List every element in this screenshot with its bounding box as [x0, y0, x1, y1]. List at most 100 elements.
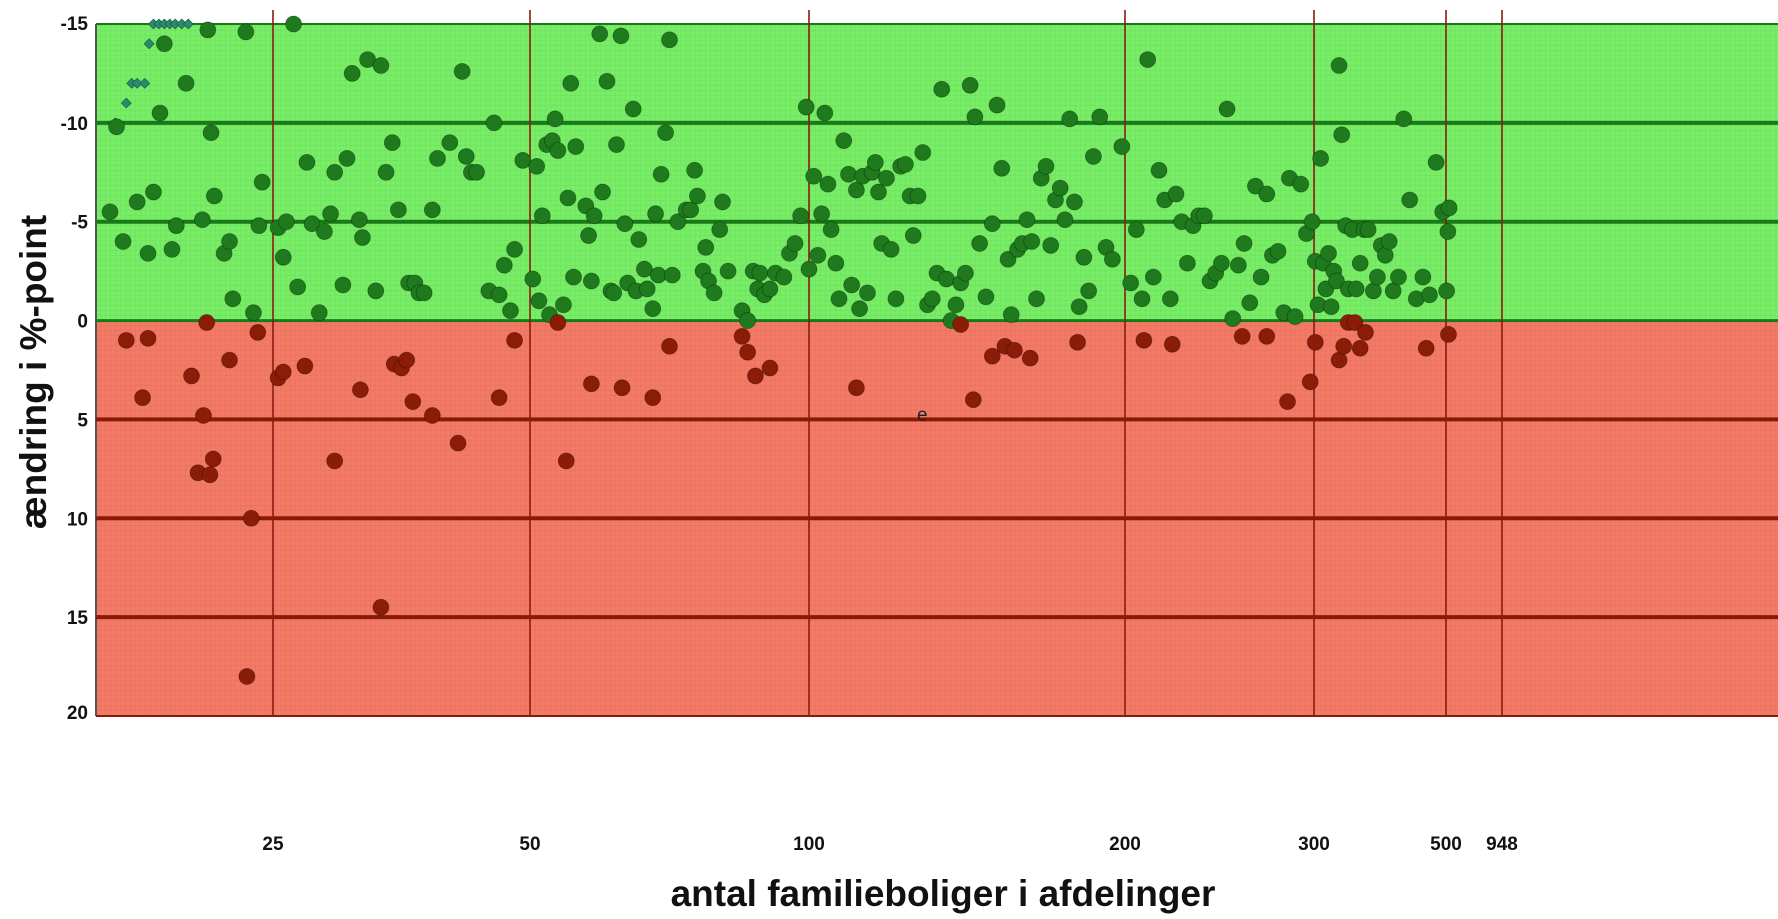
data-point	[1390, 268, 1407, 286]
data-point-decline	[1006, 341, 1023, 359]
data-point	[322, 205, 339, 223]
data-point	[686, 161, 704, 179]
data-point	[1133, 290, 1151, 308]
data-point-decline	[238, 668, 256, 685]
data-point	[350, 211, 368, 229]
data-point-decline	[326, 452, 344, 470]
data-point	[1080, 282, 1098, 300]
data-point	[1258, 185, 1276, 203]
data-point-decline	[423, 407, 441, 424]
data-point-decline	[613, 379, 631, 397]
data-point	[966, 108, 984, 126]
data-point	[988, 96, 1006, 114]
data-point	[334, 276, 352, 294]
data-point	[761, 280, 779, 298]
data-point	[562, 74, 580, 92]
data-point	[1061, 110, 1079, 128]
data-point	[1439, 223, 1457, 241]
data-point	[1438, 282, 1456, 300]
data-point-decline	[747, 367, 764, 385]
data-point	[1395, 110, 1413, 128]
data-point	[1359, 221, 1377, 239]
data-point	[1421, 286, 1438, 304]
data-point	[1028, 290, 1045, 308]
data-point	[343, 65, 361, 82]
data-point-decline	[1279, 393, 1296, 411]
data-point	[999, 250, 1017, 268]
y-axis-title: ændring i %-point	[13, 215, 54, 529]
data-point	[1103, 250, 1121, 268]
data-point	[630, 231, 648, 248]
data-point	[652, 165, 670, 183]
data-point	[151, 104, 169, 122]
data-point	[1427, 153, 1445, 171]
data-point-decline	[195, 407, 212, 424]
data-point	[221, 233, 238, 250]
data-point	[851, 300, 868, 318]
y-tick-label: 20	[67, 703, 88, 724]
data-point	[1351, 254, 1369, 272]
data-point	[415, 284, 433, 302]
data-point	[719, 262, 737, 280]
data-point	[705, 284, 723, 302]
data-point	[423, 201, 441, 219]
data-point	[961, 76, 979, 94]
data-point	[647, 205, 664, 223]
data-point	[882, 240, 900, 258]
data-point	[1269, 242, 1287, 260]
data-point-decline	[117, 331, 135, 349]
y-tick-label: -5	[71, 213, 88, 234]
data-point-decline	[242, 509, 260, 527]
data-point	[1252, 268, 1270, 286]
data-point	[585, 207, 603, 225]
data-point	[711, 221, 729, 239]
data-point	[289, 278, 307, 296]
data-point	[128, 193, 146, 211]
y-tick-label: -15	[61, 14, 89, 35]
data-point	[485, 114, 503, 132]
data-point	[923, 290, 941, 308]
x-tick-label: 50	[519, 834, 540, 855]
data-point	[310, 304, 328, 322]
data-point	[792, 207, 810, 225]
data-point-decline	[1351, 339, 1369, 357]
data-point-decline	[1440, 326, 1457, 343]
data-point	[1139, 51, 1157, 68]
data-point	[1247, 177, 1264, 195]
data-point	[253, 173, 271, 191]
data-point	[933, 80, 951, 98]
data-point	[878, 169, 895, 187]
data-point	[1075, 248, 1093, 266]
data-point	[580, 227, 597, 244]
data-point-decline	[506, 331, 523, 349]
data-point	[1018, 211, 1036, 229]
data-point	[1085, 148, 1102, 165]
data-point	[904, 227, 922, 244]
data-point	[298, 153, 316, 171]
data-point	[533, 207, 551, 225]
data-point	[139, 244, 157, 262]
data-point	[167, 217, 185, 235]
data-point	[1330, 57, 1348, 74]
data-point	[524, 270, 542, 288]
data-point	[848, 181, 865, 199]
x-tick-label: 300	[1298, 834, 1330, 855]
data-point	[870, 183, 887, 201]
data-point	[101, 203, 119, 221]
data-point	[145, 183, 162, 201]
x-tick-label: 948	[1486, 834, 1518, 855]
data-point	[957, 264, 974, 282]
data-point	[567, 138, 585, 155]
data-point	[1376, 246, 1394, 264]
data-point-decline	[582, 375, 600, 393]
data-point	[608, 136, 625, 154]
data-point-decline	[733, 327, 751, 345]
data-point	[1091, 108, 1109, 126]
data-point-decline	[1069, 333, 1086, 351]
data-point	[616, 215, 634, 233]
data-point-decline	[183, 367, 200, 385]
data-point	[1178, 254, 1196, 272]
data-point	[819, 175, 837, 193]
data-point	[1023, 233, 1041, 250]
